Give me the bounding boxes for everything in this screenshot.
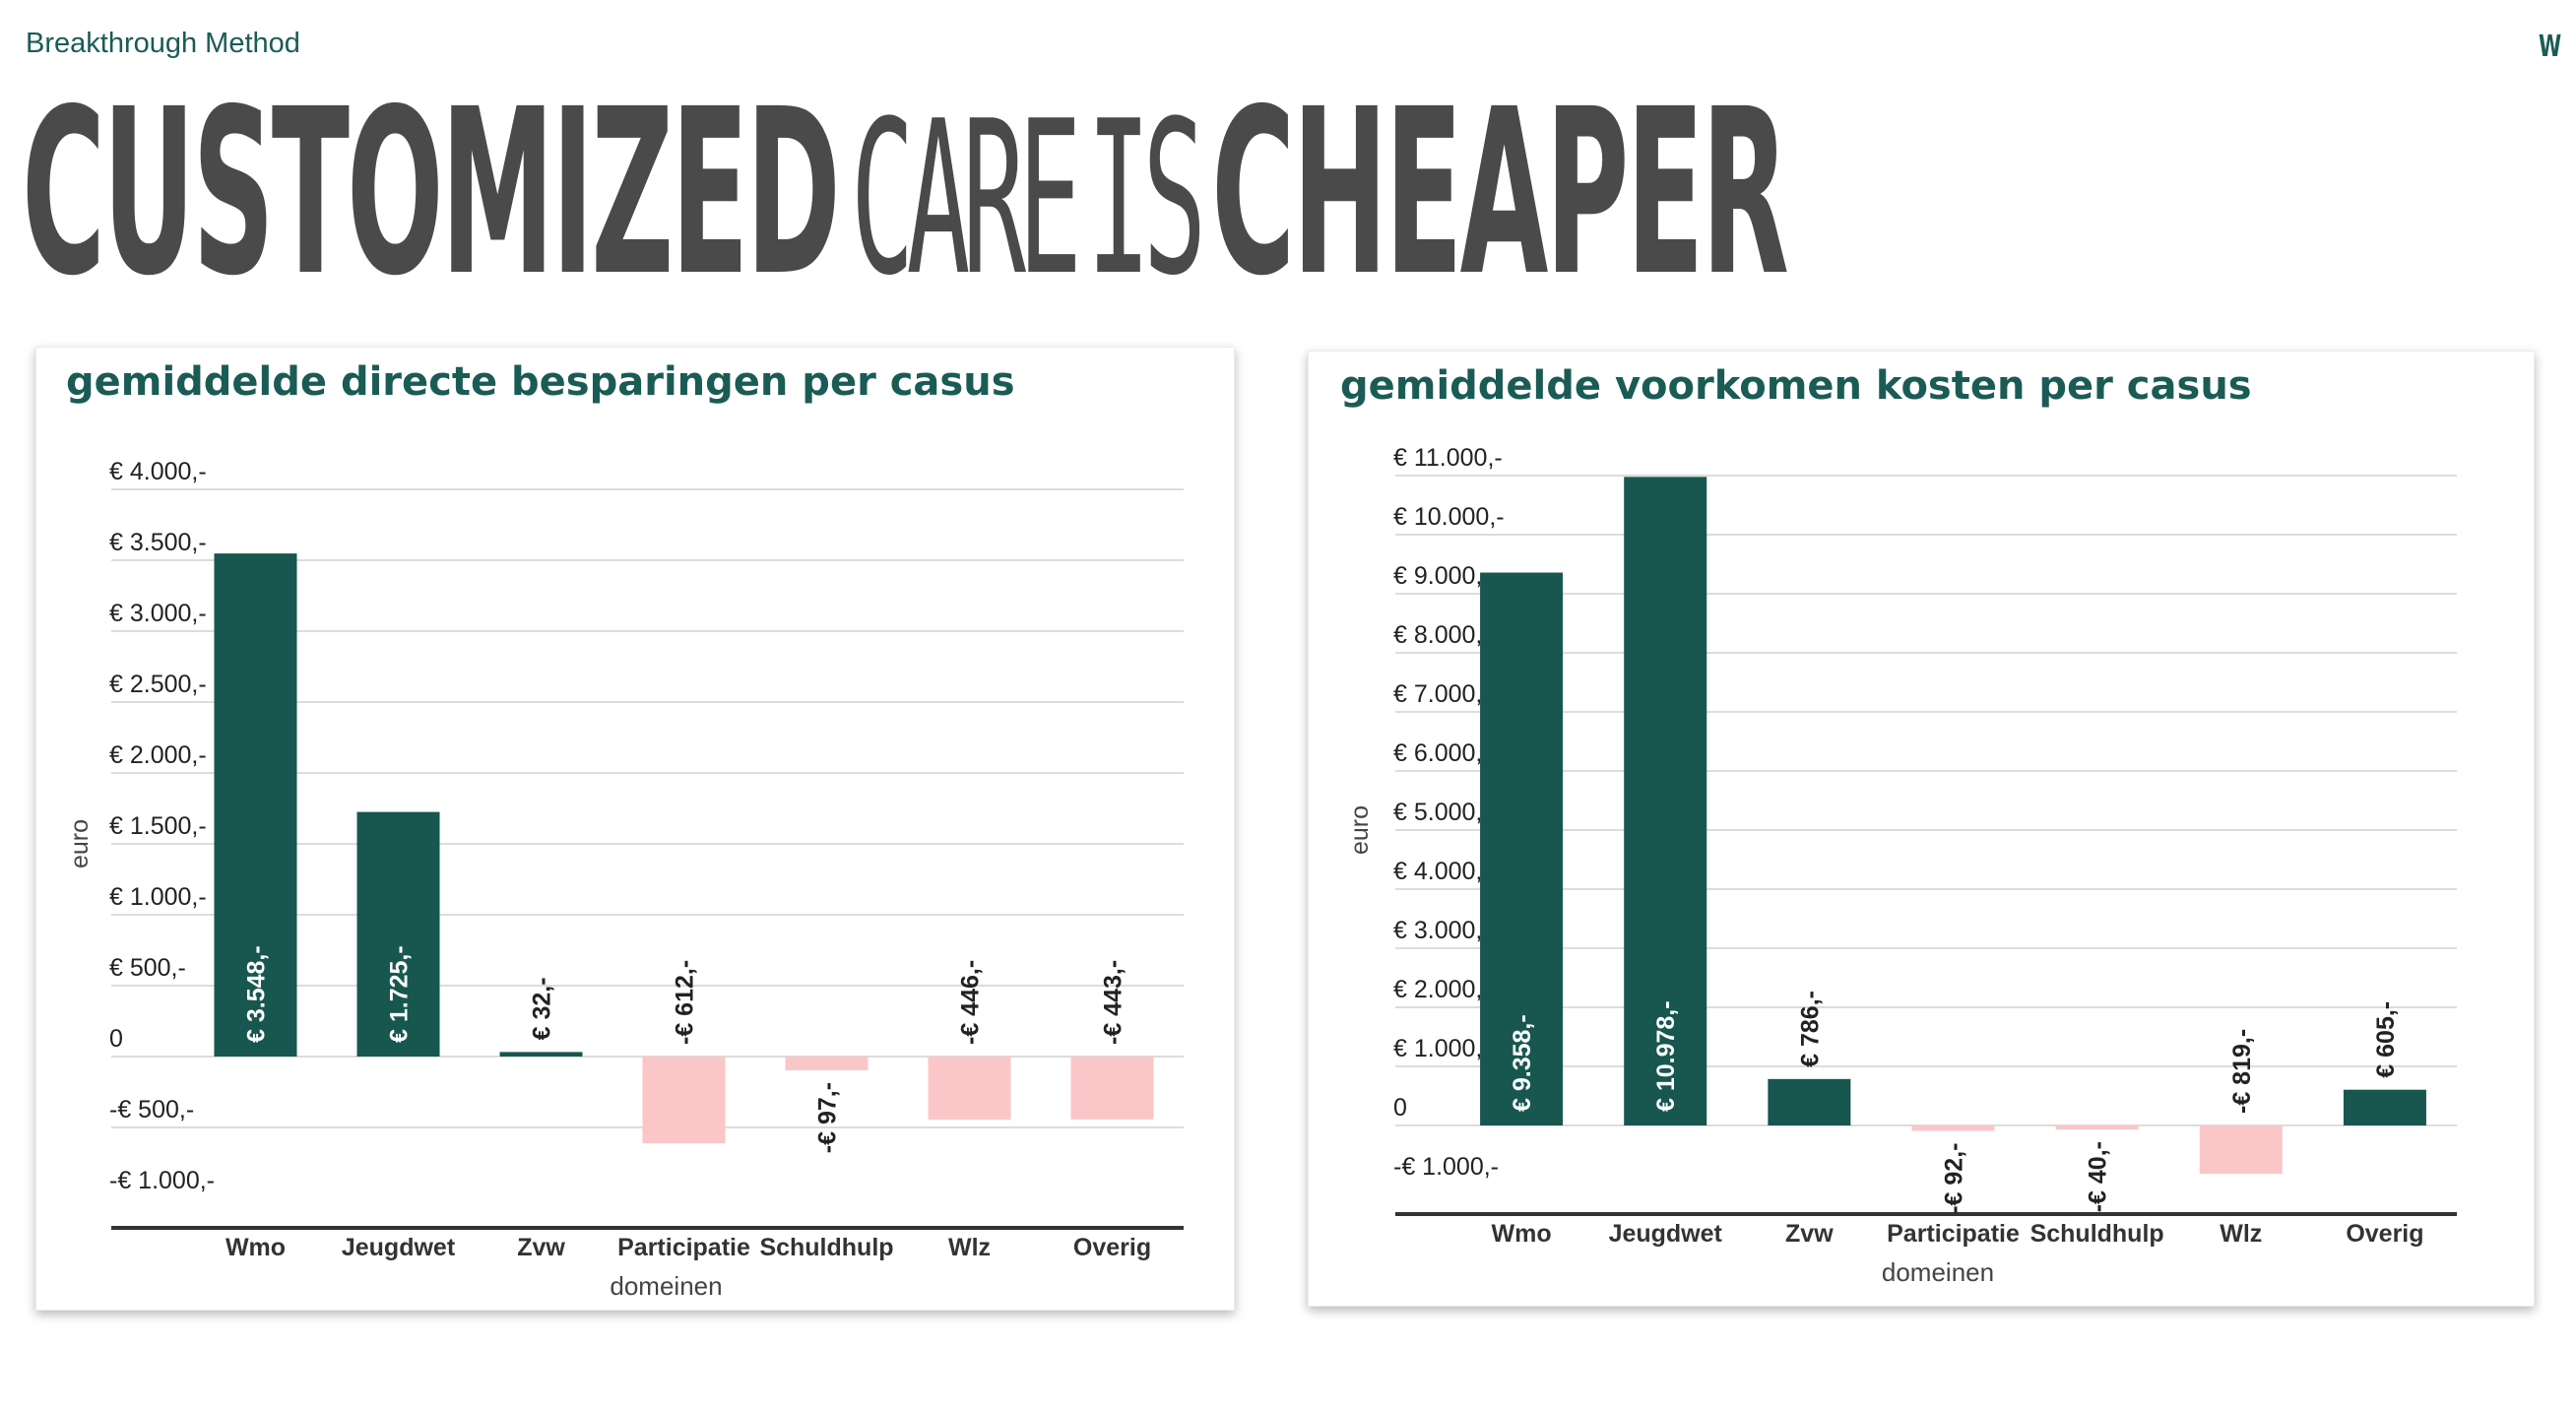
bar-participatie: [1911, 1125, 1995, 1131]
headline: CUSTOMIZEDCAREISCHEAPER: [22, 60, 1789, 326]
y-tick-label: € 8.000,-: [1393, 621, 1491, 649]
data-label: -€ 819,-: [2228, 1029, 2256, 1114]
y-tick-label: -€ 500,-: [109, 1096, 194, 1123]
x-tick-label: Zvw: [1785, 1220, 1834, 1248]
bar-jeugdwet: [1624, 477, 1707, 1125]
bar-overig: [1070, 1057, 1154, 1120]
y-axis-label: euro: [66, 819, 94, 868]
headline-word-4: CHEAPER: [1211, 60, 1789, 326]
x-tick-label: Overig: [2346, 1220, 2423, 1248]
y-tick-label: € 1.000,-: [1393, 1035, 1491, 1062]
y-axis-label: euro: [1346, 805, 1374, 855]
y-tick-label: 0: [109, 1025, 123, 1053]
y-tick-label: € 1.000,-: [109, 883, 207, 911]
x-tick-label: Schuldhulp: [759, 1234, 893, 1261]
bar-overig: [2343, 1089, 2426, 1125]
data-label: € 32,-: [529, 977, 556, 1040]
bar-schuldhulp: [785, 1057, 869, 1070]
x-tick-label: Participatie: [617, 1234, 750, 1261]
x-tick-label: Wmo: [225, 1234, 286, 1261]
x-tick-label: Jeugdwet: [342, 1234, 456, 1261]
y-tick-label: € 9.000,-: [1393, 562, 1491, 590]
x-tick-label: Zvw: [517, 1234, 565, 1261]
data-label: € 605,-: [2372, 1001, 2400, 1078]
chart-card-direct-savings: gemiddelde directe besparingen per casus…: [35, 347, 1235, 1311]
chart-title: gemiddelde voorkomen kosten per casus: [1340, 363, 2252, 409]
x-tick-label: Schuldhulp: [2030, 1220, 2164, 1248]
corner-logo: W: [2539, 30, 2562, 64]
bar-participatie: [642, 1057, 726, 1144]
y-tick-label: € 7.000,-: [1393, 680, 1491, 708]
bar-zvw: [1768, 1078, 1851, 1125]
chart-card-prevented-costs: gemiddelde voorkomen kosten per casus € 1…: [1308, 351, 2535, 1307]
y-tick-label: -€ 1.000,-: [1393, 1153, 1499, 1181]
x-tick-label: Wlz: [2220, 1220, 2262, 1248]
y-tick-label: € 10.000,-: [1393, 503, 1505, 531]
x-axis-label: domeinen: [610, 1271, 722, 1301]
y-tick-label: € 1.500,-: [109, 812, 207, 840]
data-label: -€ 612,-: [672, 960, 699, 1045]
chart-direct-savings: gemiddelde directe besparingen per casus…: [66, 359, 1184, 1301]
data-label: -€ 92,-: [1941, 1143, 1968, 1214]
x-tick-label: Overig: [1073, 1234, 1151, 1261]
chart-title: gemiddelde directe besparingen per casus: [66, 359, 1015, 405]
chart-prevented-costs: gemiddelde voorkomen kosten per casus € 1…: [1340, 363, 2457, 1287]
bar-wmo: [214, 553, 297, 1057]
bar-schuldhulp: [2055, 1125, 2139, 1129]
x-tick-label: Wlz: [948, 1234, 991, 1261]
y-tick-label: € 6.000,-: [1393, 739, 1491, 767]
bar-zvw: [499, 1052, 583, 1057]
data-label: -€ 446,-: [957, 960, 985, 1045]
y-tick-label: € 4.000,-: [109, 458, 207, 485]
headline-word-2: CARE: [850, 75, 1082, 322]
data-label: € 786,-: [1796, 991, 1824, 1067]
data-label: € 1.725,-: [386, 945, 414, 1043]
bar-wmo: [1480, 572, 1564, 1125]
data-label: € 9.358,-: [1509, 1014, 1536, 1112]
x-tick-label: Wmo: [1492, 1220, 1552, 1248]
y-tick-label: € 3.000,-: [109, 600, 207, 627]
bar-wlz: [928, 1057, 1011, 1121]
brand-label: Breakthrough Method: [26, 28, 300, 59]
x-axis-label: domeinen: [1882, 1257, 1994, 1287]
data-label: -€ 40,-: [2085, 1141, 2112, 1212]
data-label: € 3.548,-: [243, 945, 271, 1043]
x-tick-label: Jeugdwet: [1609, 1220, 1723, 1248]
y-tick-label: € 11.000,-: [1393, 444, 1503, 472]
x-tick-label: Participatie: [1887, 1220, 2020, 1248]
data-label: € 10.978,-: [1652, 1000, 1680, 1112]
data-label: -€ 97,-: [814, 1082, 842, 1153]
headline-word-1: CUSTOMIZED: [22, 60, 841, 326]
headline-word-3: IS: [1086, 75, 1206, 322]
y-tick-label: € 5.000,-: [1393, 799, 1491, 826]
y-tick-label: € 4.000,-: [1393, 858, 1491, 885]
y-tick-label: 0: [1393, 1094, 1407, 1122]
bar-wlz: [2199, 1125, 2283, 1175]
y-tick-label: € 2.000,-: [1393, 976, 1491, 1003]
bar-jeugdwet: [356, 811, 440, 1057]
y-tick-label: € 3.500,-: [109, 529, 207, 556]
data-label: -€ 443,-: [1100, 960, 1127, 1045]
y-tick-label: € 3.000,-: [1393, 917, 1491, 944]
y-tick-label: € 2.500,-: [109, 671, 207, 698]
y-tick-label: € 2.000,-: [109, 741, 207, 769]
y-tick-label: € 500,-: [109, 954, 186, 982]
y-tick-label: -€ 1.000,-: [109, 1167, 215, 1194]
